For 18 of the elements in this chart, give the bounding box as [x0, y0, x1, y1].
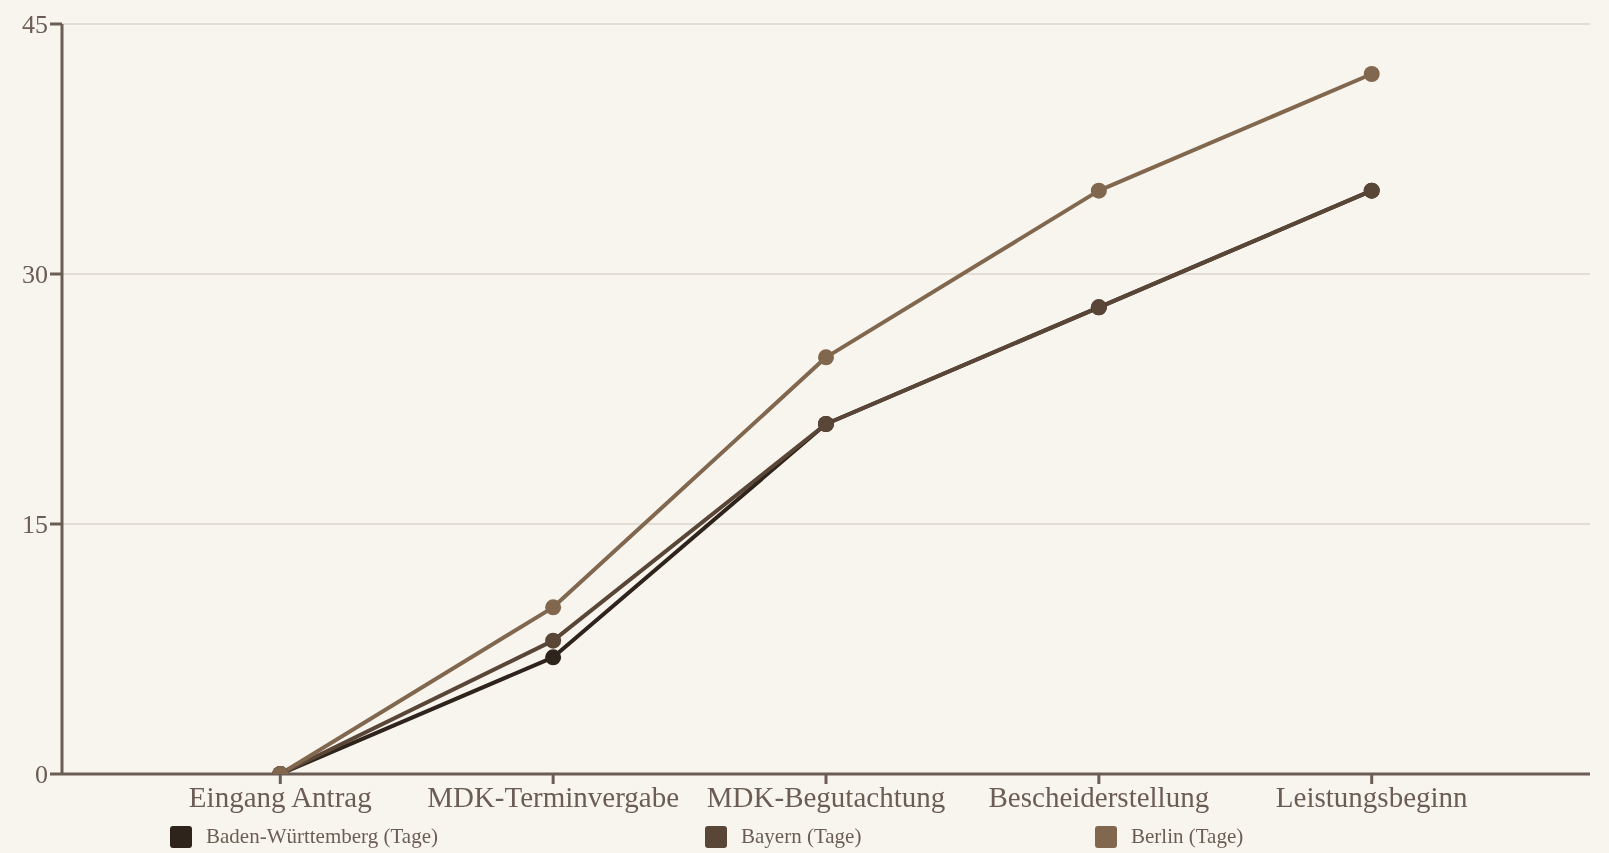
point [1363, 66, 1380, 82]
x-tick-label: Bescheiderstellung [988, 780, 1210, 813]
x-tick-label: MDK-Terminvergabe [427, 780, 680, 813]
y-tick-label: 45 [22, 10, 48, 40]
x-tick-label: MDK-Begutachtung [706, 780, 946, 813]
legend-label: Baden-Württemberg (Tage) [206, 824, 438, 849]
y-tick-label: 0 [35, 760, 48, 790]
point [545, 599, 562, 616]
point [818, 349, 834, 366]
point [1090, 182, 1107, 199]
x-tick-label: Eingang Antrag [188, 780, 372, 813]
legend-label: Bayern (Tage) [741, 824, 862, 849]
point [545, 632, 562, 649]
x-tick-label: Leistungsbeginn [1275, 780, 1469, 813]
y-tick-label: 15 [22, 510, 48, 540]
y-tick-label: 30 [22, 260, 48, 290]
point [545, 649, 562, 666]
legend-label: Berlin (Tage) [1131, 824, 1244, 849]
